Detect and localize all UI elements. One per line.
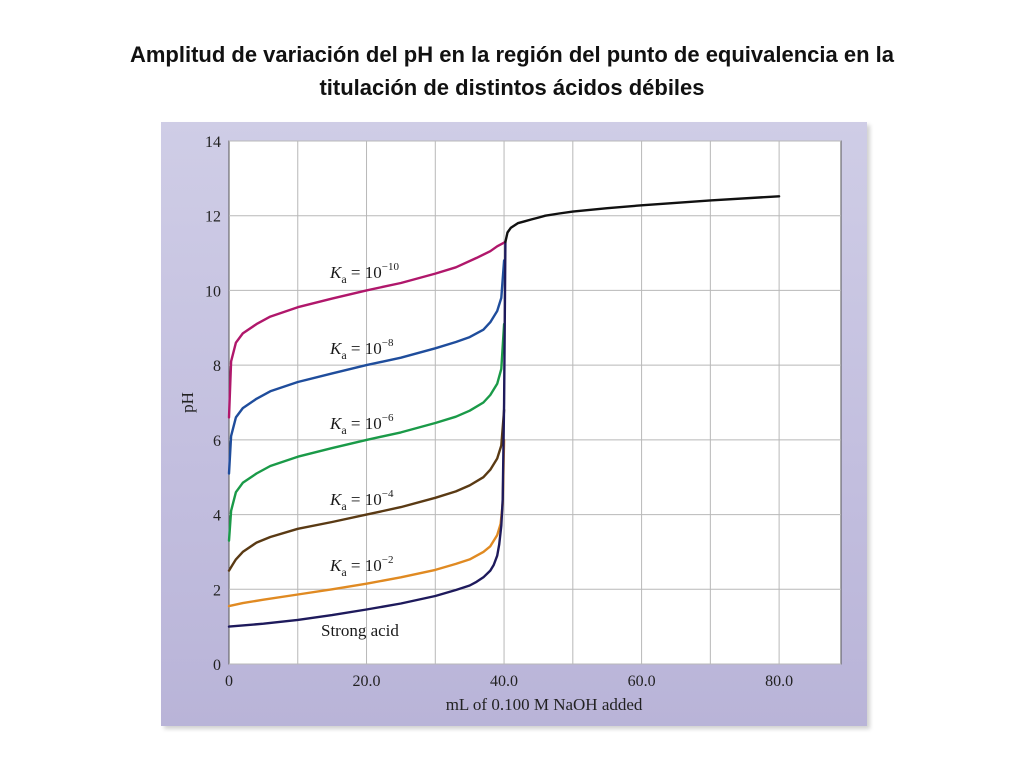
- slide-title: Amplitud de variación del pH en la regió…: [40, 38, 984, 104]
- slide-title-line2: titulación de distintos ácidos débiles: [319, 75, 705, 100]
- curve-label: Strong acid: [321, 621, 399, 640]
- curve-line: [227, 240, 507, 419]
- y-axis-label: pH: [178, 392, 197, 413]
- curve-label: Ka = 10−2: [329, 554, 393, 579]
- tick-labels: 0 2 4 6 8 10 12 14 0 20.0 40.0 60.0 80.0: [205, 134, 793, 690]
- x-tick-label: 80.0: [765, 673, 793, 690]
- curve-line: [227, 438, 506, 608]
- curve-label: Ka = 10−4: [329, 488, 394, 513]
- curve-label: Ka = 10−8: [329, 337, 394, 362]
- curve-line: [227, 240, 507, 628]
- curve-line: [227, 322, 506, 542]
- y-tick-label: 12: [205, 209, 221, 226]
- y-tick-label: 4: [213, 508, 221, 525]
- x-tick-label: 0: [225, 673, 233, 690]
- y-tick-label: 6: [213, 433, 221, 450]
- y-tick-label: 0: [213, 657, 221, 674]
- curve-labels: Ka = 10−10 Ka = 10−8 Ka = 10−6 Ka = 10−4 Ka …: [321, 261, 399, 640]
- curve-line-common-tail: [504, 195, 781, 244]
- curve-label: Ka = 10−6: [329, 412, 394, 437]
- y-tick-label: 2: [213, 582, 221, 599]
- grid-lines: [229, 140, 841, 665]
- x-tick-label: 20.0: [353, 673, 381, 690]
- y-tick-label: 14: [205, 134, 221, 151]
- x-tick-label: 60.0: [628, 673, 656, 690]
- plot-area: [228, 140, 842, 665]
- curve-label: Ka = 10−10: [329, 261, 399, 286]
- curves: [227, 195, 781, 628]
- x-tick-label: 40.0: [490, 673, 518, 690]
- y-tick-label: 10: [205, 283, 221, 300]
- curve-line: [227, 408, 506, 572]
- curve-line: [227, 259, 506, 475]
- y-tick-label: 8: [213, 358, 221, 375]
- slide-title-line1: Amplitud de variación del pH en la regió…: [129, 42, 895, 67]
- x-axis-label: mL of 0.100 M NaOH added: [446, 695, 643, 714]
